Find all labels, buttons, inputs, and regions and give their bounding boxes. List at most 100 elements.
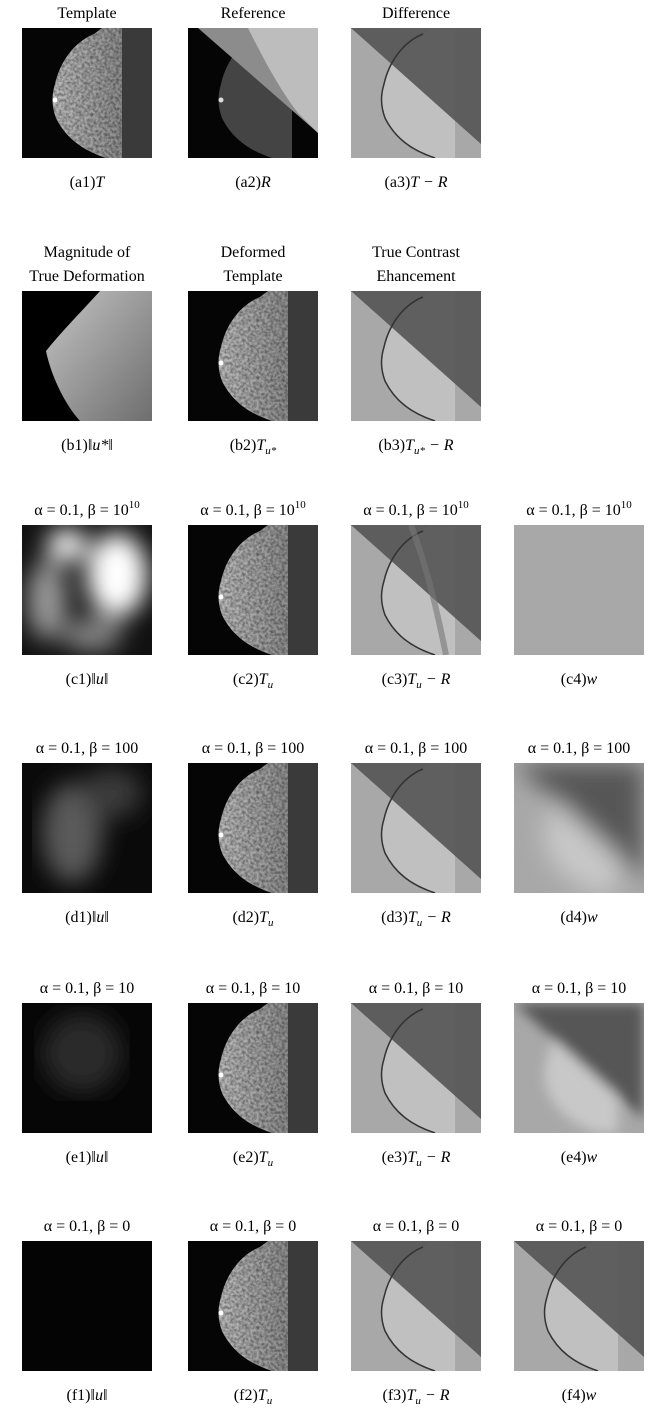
caption-math: ‖u*‖ xyxy=(88,437,113,454)
panel: α = 0.1, β = 100 (d3)Tu − R xyxy=(351,740,481,929)
caption: (b3)Tu* − R xyxy=(378,437,453,457)
title-text: α = 0.1, β = 100 xyxy=(202,740,305,757)
panel-title: α = 0.1, β = 0 xyxy=(536,1218,623,1235)
panel: α = 0.1, β = 0(f1)‖u‖ xyxy=(22,1218,152,1404)
panel-title: α = 0.1, β = 100 xyxy=(528,740,631,757)
caption-tag: (f4) xyxy=(562,1387,586,1404)
panel: True ContrastEhancement(b3)Tu* − R xyxy=(351,244,481,457)
panel: α = 0.1, β = 100(d2)Tu xyxy=(188,740,318,929)
caption: (c2)Tu xyxy=(233,671,274,691)
panel: Reference (a2)R xyxy=(188,5,318,191)
caption-tag: (d3) xyxy=(381,909,408,926)
panel-title: α = 0.1, β = 1010 xyxy=(526,499,632,519)
title-text: Reference xyxy=(221,5,286,22)
panel-title: True Contrast xyxy=(372,244,460,261)
nipple xyxy=(219,1073,224,1078)
caption-tag: (b2) xyxy=(230,437,257,454)
blob xyxy=(27,560,67,640)
panel-title: α = 0.1, β = 1010 xyxy=(34,499,140,519)
panel: α = 0.1, β = 10 (e2)Tu xyxy=(188,980,318,1169)
image xyxy=(188,291,318,421)
background xyxy=(514,525,644,655)
panel: α = 0.1, β = 100 (d1)‖u‖ xyxy=(22,740,152,926)
title-text: Template xyxy=(223,268,282,285)
image xyxy=(351,1003,481,1133)
panel: Template(a1)T xyxy=(22,5,152,191)
muscle xyxy=(288,291,318,421)
panel-title: α = 0.1, β = 10 xyxy=(206,980,301,997)
caption: (e2)Tu xyxy=(233,1149,274,1169)
panel-title: Deformed xyxy=(221,244,286,261)
image xyxy=(351,525,481,655)
title-text: α = 0.1, β = 100 xyxy=(365,740,468,757)
caption: (d1)‖u‖ xyxy=(65,909,109,926)
caption-tag: (d4) xyxy=(560,909,587,926)
blob xyxy=(47,529,87,561)
panel: Deformed Template (b2)Tu* xyxy=(188,244,318,457)
caption: (f4)w xyxy=(562,1387,597,1404)
panel-title: α = 0.1, β = 100 xyxy=(365,740,468,757)
title-text: Deformed xyxy=(221,244,286,261)
title-sup: 10 xyxy=(295,499,307,511)
caption-sub: u xyxy=(268,679,274,691)
title-text: α = 0.1, β = 0 xyxy=(536,1218,623,1235)
caption: (b1)‖u*‖ xyxy=(61,437,113,454)
muscle xyxy=(288,525,318,655)
muscle xyxy=(122,28,152,158)
image xyxy=(351,28,481,158)
caption-rest: − R xyxy=(422,909,451,926)
panel-title: α = 0.1, β = 100 xyxy=(36,740,139,757)
caption: (b2)Tu* xyxy=(230,437,277,457)
title-text: α = 0.1, β = 100 xyxy=(36,740,139,757)
caption-sub: u xyxy=(268,917,274,929)
image xyxy=(188,28,318,158)
title-text: α = 0.1, β = 10 xyxy=(526,502,621,519)
panel-title: α = 0.1, β = 0 xyxy=(373,1218,460,1235)
title-text: Template xyxy=(57,5,116,22)
nipple xyxy=(53,98,58,103)
panel-title: α = 0.1, β = 1010 xyxy=(363,499,469,519)
panel: α = 0.1, β = 1010(c3)Tu − R xyxy=(351,499,481,691)
image xyxy=(22,525,152,655)
figure: Template(a1)T Reference (a2)R Difference (a3… xyxy=(0,0,658,1408)
caption-math: w xyxy=(587,671,598,688)
caption-rest: − R xyxy=(422,1149,451,1166)
image xyxy=(188,1003,318,1133)
title-text: Difference xyxy=(382,5,450,22)
caption-rest: − R xyxy=(425,437,454,454)
caption-tag: (b3) xyxy=(378,437,405,454)
image xyxy=(22,28,152,158)
muscle xyxy=(288,1241,318,1371)
blob xyxy=(87,533,147,617)
caption-tag: (c3) xyxy=(382,671,408,688)
caption-sub: u* xyxy=(414,445,426,457)
caption: (d3)Tu − R xyxy=(381,909,451,929)
caption-tag: (c2) xyxy=(233,671,259,688)
title-text: α = 0.1, β = 10 xyxy=(34,502,129,519)
image xyxy=(351,291,481,421)
caption-tag: (e1) xyxy=(66,1149,92,1166)
caption-math: ‖u‖ xyxy=(91,1149,108,1166)
caption-tag: (a3) xyxy=(385,174,411,191)
caption: (e3)Tu − R xyxy=(382,1149,451,1169)
panel-title: α = 0.1, β = 0 xyxy=(44,1218,131,1235)
panel: α = 0.1, β = 10 (e3)Tu − R xyxy=(351,980,481,1169)
caption-tag: (d2) xyxy=(232,909,259,926)
title-text: True Contrast xyxy=(372,244,460,261)
title-text: α = 0.1, β = 10 xyxy=(40,980,135,997)
panel: α = 0.1, β = 0(f3)Tu − R xyxy=(351,1218,481,1407)
title-text: α = 0.1, β = 10 xyxy=(369,980,464,997)
caption-math: w xyxy=(587,909,598,926)
panel: α = 0.1, β = 1010(c2)Tu xyxy=(188,499,318,691)
muscle xyxy=(288,763,318,893)
caption-tag: (c1) xyxy=(66,671,92,688)
panel: α = 0.1, β = 0 (f4)w xyxy=(514,1218,644,1404)
panel-title: α = 0.1, β = 100 xyxy=(202,740,305,757)
image xyxy=(351,763,481,893)
title-text: α = 0.1, β = 0 xyxy=(44,1218,131,1235)
caption: (a2)R xyxy=(235,174,271,191)
nipple xyxy=(219,595,224,600)
caption-math: T xyxy=(95,174,105,191)
panel: Magnitude ofTrue Deformation(b1)‖u*‖ xyxy=(22,244,152,454)
caption: (c4)w xyxy=(561,671,598,688)
